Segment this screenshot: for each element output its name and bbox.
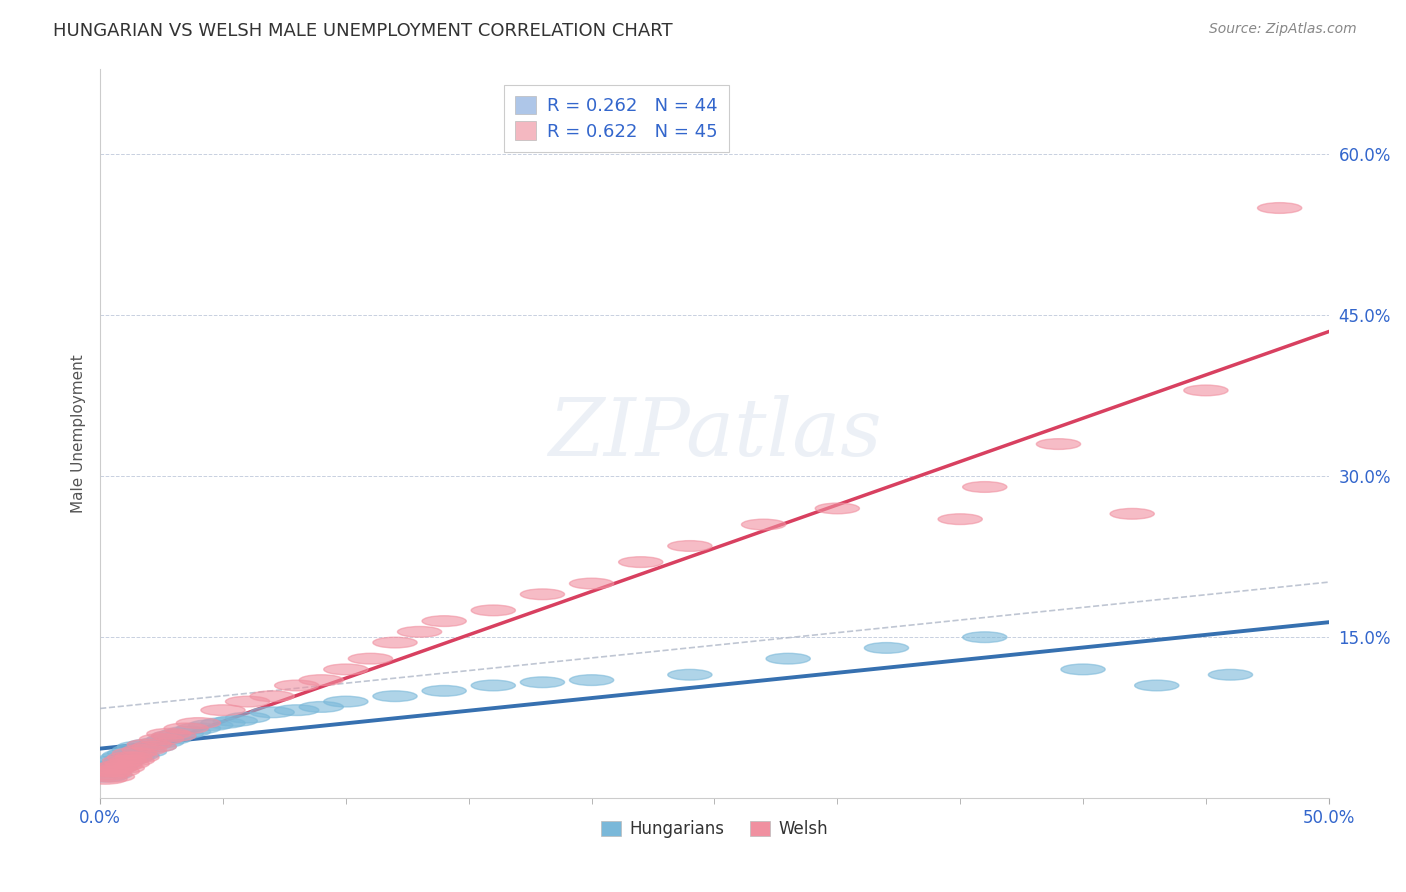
Ellipse shape (938, 514, 983, 524)
Ellipse shape (323, 664, 368, 674)
Ellipse shape (112, 747, 156, 758)
Ellipse shape (569, 578, 613, 589)
Ellipse shape (97, 761, 142, 772)
Ellipse shape (349, 653, 392, 664)
Ellipse shape (176, 723, 221, 734)
Ellipse shape (815, 503, 859, 514)
Ellipse shape (96, 766, 139, 777)
Ellipse shape (250, 690, 294, 702)
Ellipse shape (471, 605, 516, 615)
Y-axis label: Male Unemployment: Male Unemployment (72, 354, 86, 513)
Ellipse shape (225, 713, 270, 723)
Text: HUNGARIAN VS WELSH MALE UNEMPLOYMENT CORRELATION CHART: HUNGARIAN VS WELSH MALE UNEMPLOYMENT COR… (53, 22, 673, 40)
Ellipse shape (139, 734, 184, 745)
Ellipse shape (1135, 680, 1178, 690)
Ellipse shape (668, 669, 711, 680)
Ellipse shape (569, 674, 613, 685)
Ellipse shape (87, 769, 132, 780)
Ellipse shape (1111, 508, 1154, 519)
Ellipse shape (96, 756, 139, 766)
Ellipse shape (766, 653, 810, 664)
Ellipse shape (110, 752, 155, 763)
Ellipse shape (274, 705, 319, 715)
Ellipse shape (1208, 669, 1253, 680)
Ellipse shape (201, 718, 245, 729)
Text: ZIPatlas: ZIPatlas (548, 394, 882, 472)
Ellipse shape (963, 632, 1007, 642)
Legend: Hungarians, Welsh: Hungarians, Welsh (595, 814, 834, 845)
Ellipse shape (115, 750, 159, 761)
Ellipse shape (166, 726, 211, 737)
Ellipse shape (741, 519, 786, 530)
Ellipse shape (159, 729, 204, 739)
Ellipse shape (520, 589, 565, 599)
Ellipse shape (1257, 202, 1302, 213)
Ellipse shape (132, 741, 176, 752)
Ellipse shape (112, 745, 156, 756)
Ellipse shape (103, 750, 146, 761)
Ellipse shape (299, 702, 343, 713)
Ellipse shape (83, 772, 127, 782)
Ellipse shape (132, 741, 176, 752)
Ellipse shape (373, 637, 418, 648)
Ellipse shape (93, 763, 136, 773)
Ellipse shape (250, 707, 294, 718)
Ellipse shape (105, 754, 149, 764)
Ellipse shape (107, 747, 152, 758)
Ellipse shape (274, 680, 319, 690)
Ellipse shape (117, 741, 162, 752)
Ellipse shape (1036, 439, 1081, 450)
Ellipse shape (110, 756, 155, 766)
Ellipse shape (152, 731, 195, 741)
Ellipse shape (963, 482, 1007, 492)
Ellipse shape (122, 745, 166, 756)
Ellipse shape (127, 739, 172, 750)
Ellipse shape (299, 674, 343, 685)
Ellipse shape (83, 773, 127, 784)
Ellipse shape (86, 769, 129, 780)
Ellipse shape (165, 723, 208, 734)
Ellipse shape (398, 626, 441, 637)
Ellipse shape (122, 747, 166, 757)
Ellipse shape (100, 752, 145, 763)
Ellipse shape (100, 763, 145, 773)
Ellipse shape (225, 697, 270, 707)
Ellipse shape (97, 758, 142, 769)
Ellipse shape (90, 761, 135, 772)
Ellipse shape (323, 697, 368, 707)
Ellipse shape (127, 739, 172, 750)
Ellipse shape (152, 731, 195, 741)
Ellipse shape (146, 734, 191, 745)
Ellipse shape (115, 752, 159, 763)
Ellipse shape (93, 763, 136, 773)
Ellipse shape (188, 720, 233, 731)
Ellipse shape (373, 690, 418, 702)
Ellipse shape (201, 705, 245, 715)
Text: Source: ZipAtlas.com: Source: ZipAtlas.com (1209, 22, 1357, 37)
Ellipse shape (865, 642, 908, 653)
Ellipse shape (139, 737, 184, 747)
Ellipse shape (471, 680, 516, 690)
Ellipse shape (214, 715, 257, 726)
Ellipse shape (422, 685, 467, 697)
Ellipse shape (146, 729, 191, 739)
Ellipse shape (107, 752, 152, 763)
Ellipse shape (422, 615, 467, 626)
Ellipse shape (619, 557, 662, 567)
Ellipse shape (1062, 664, 1105, 674)
Ellipse shape (668, 541, 711, 551)
Ellipse shape (520, 677, 565, 688)
Ellipse shape (176, 718, 221, 729)
Ellipse shape (90, 772, 135, 782)
Ellipse shape (87, 766, 132, 777)
Ellipse shape (86, 766, 129, 777)
Ellipse shape (1184, 385, 1227, 396)
Ellipse shape (105, 758, 149, 769)
Ellipse shape (103, 756, 146, 766)
